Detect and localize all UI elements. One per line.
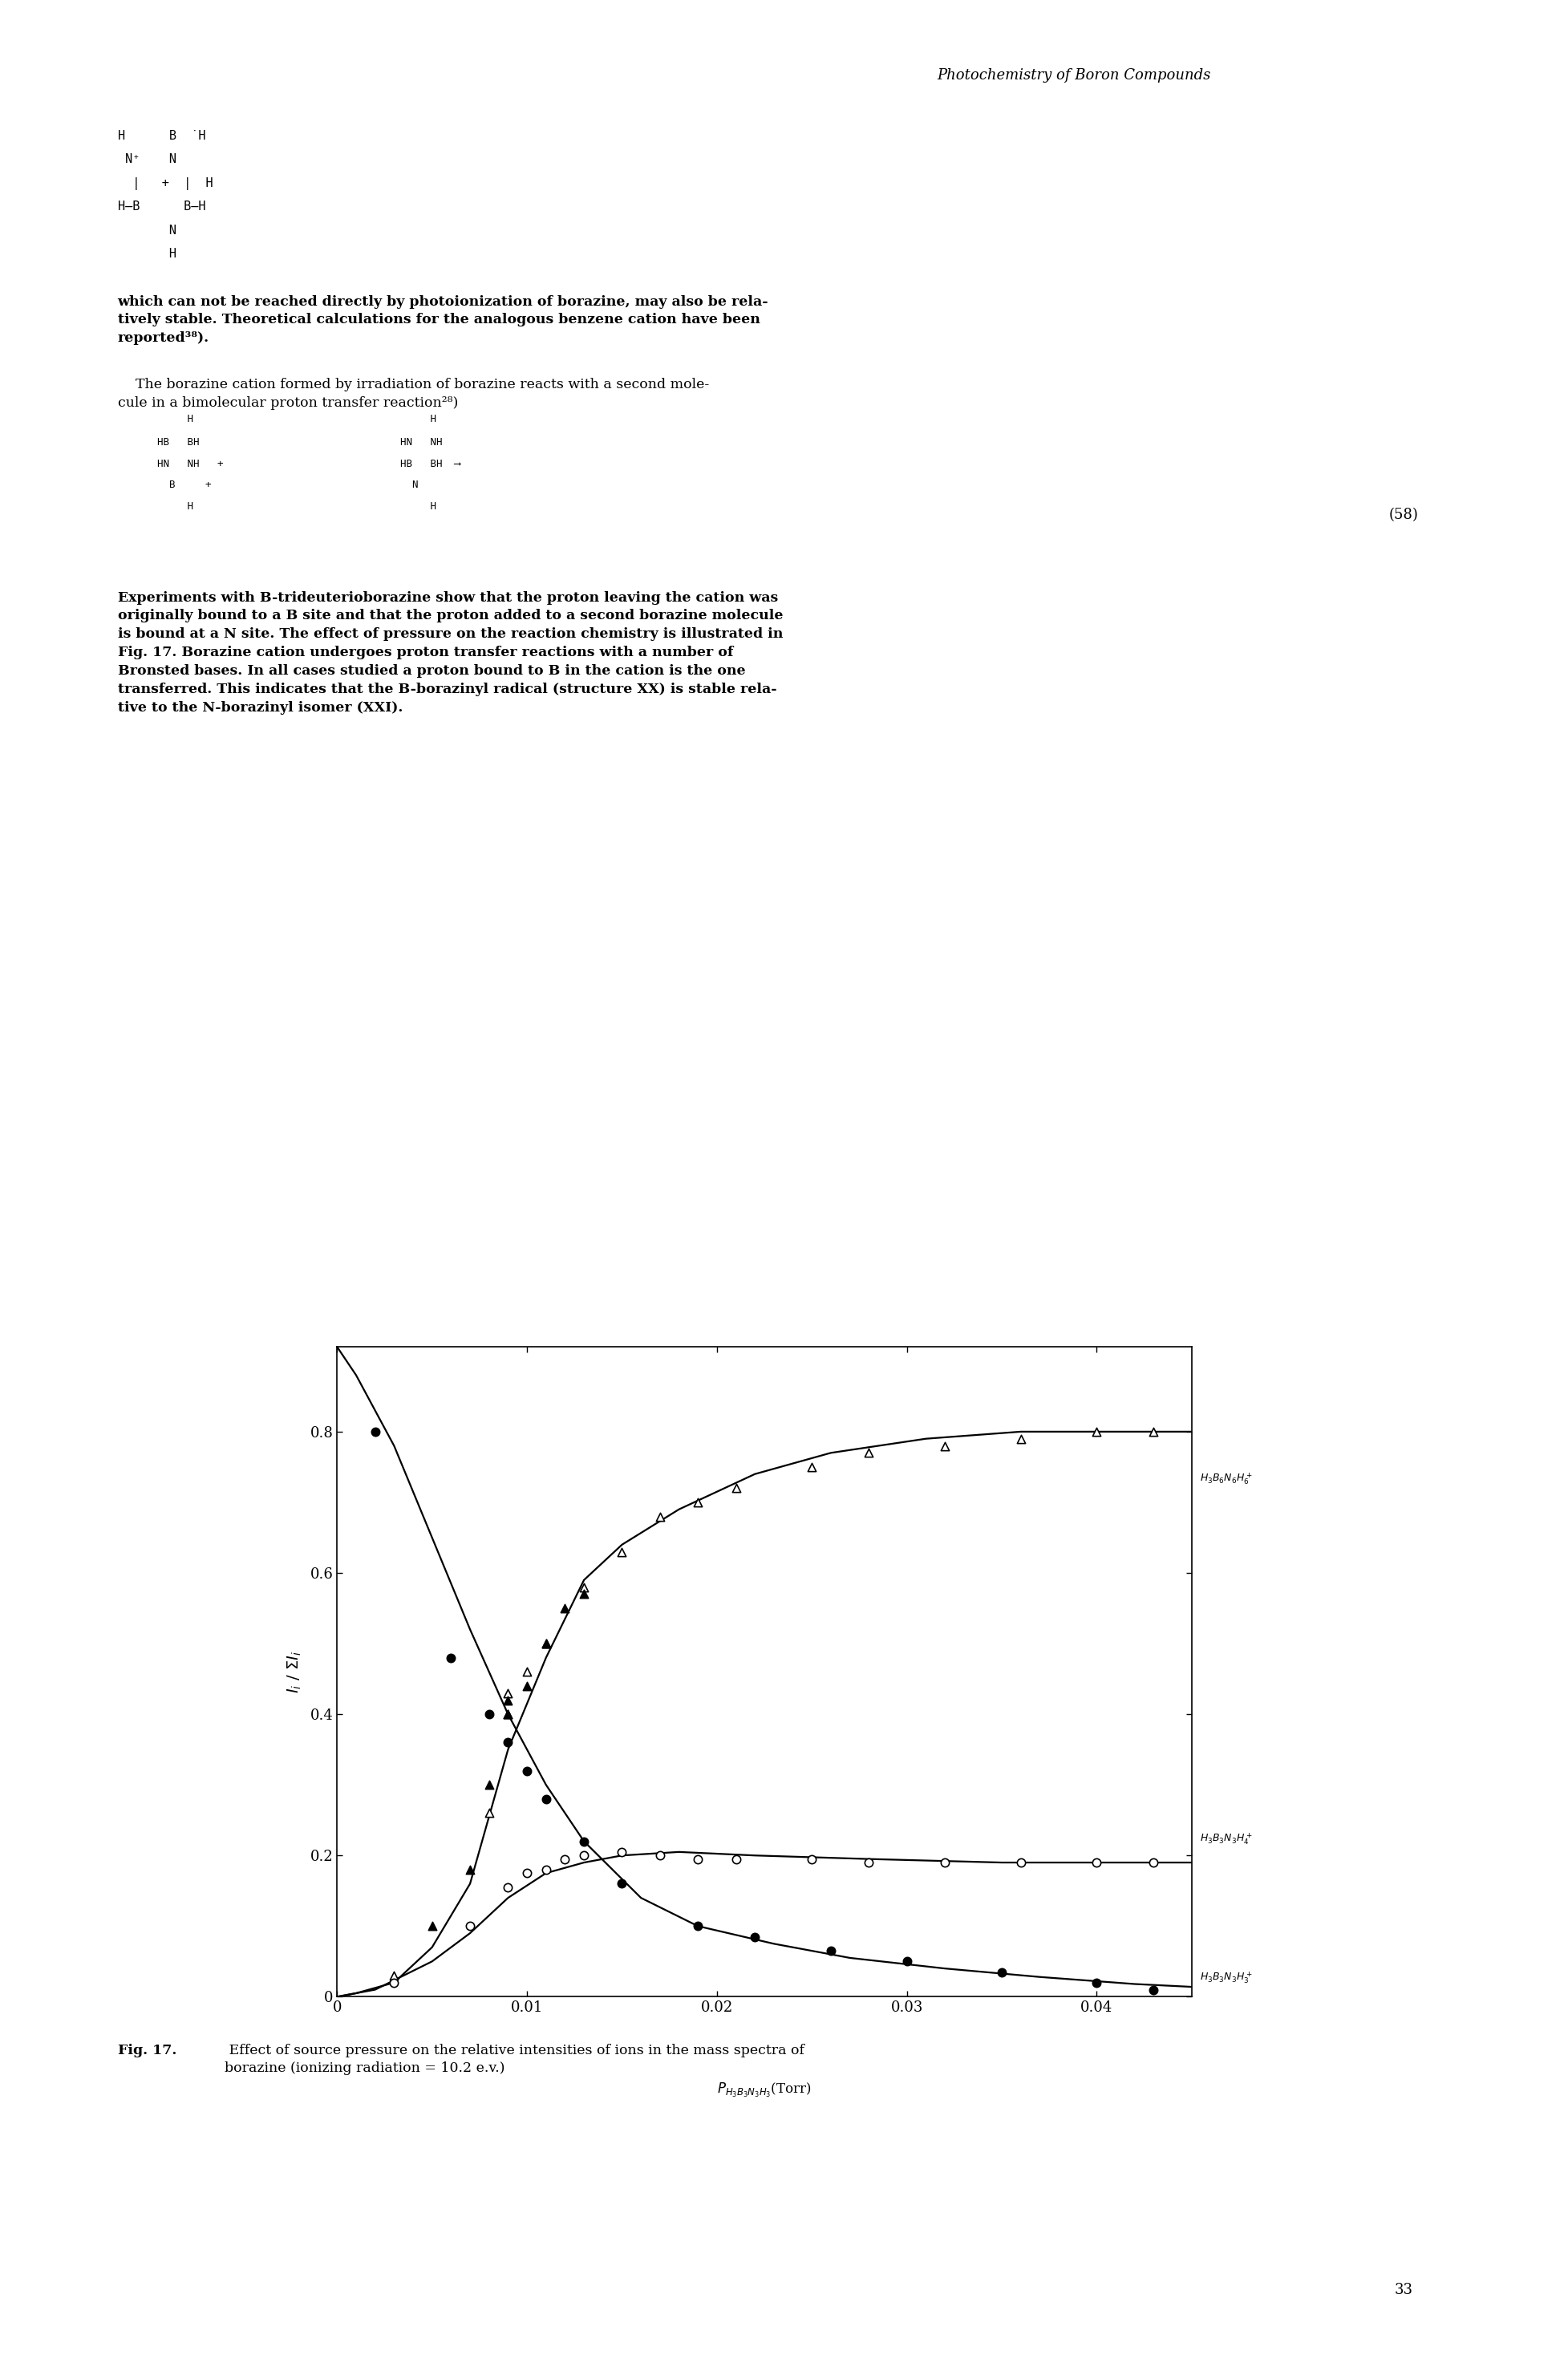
Text: H–B      B–H: H–B B–H: [118, 201, 205, 213]
Point: [477, 1694, 502, 1732]
Point: [495, 1680, 521, 1718]
Point: [610, 1864, 635, 1902]
Text: H: H: [400, 414, 436, 423]
Text: Fig. 17.: Fig. 17.: [118, 2044, 177, 2058]
Point: [723, 1841, 748, 1879]
Point: [1083, 1964, 1109, 2001]
Point: [533, 1626, 558, 1664]
Point: [610, 1534, 635, 1571]
Point: [458, 1850, 483, 1888]
Point: [495, 1694, 521, 1732]
Point: [495, 1694, 521, 1732]
Point: [800, 1841, 825, 1879]
Point: [514, 1855, 539, 1893]
Text: HN   NH: HN NH: [400, 437, 442, 447]
Text: H      B  ˙H: H B ˙H: [118, 130, 205, 142]
Point: [989, 1954, 1014, 1992]
Point: [552, 1590, 577, 1628]
Point: [571, 1836, 596, 1874]
Point: [800, 1449, 825, 1486]
Point: [933, 1427, 958, 1465]
Text: H: H: [118, 248, 176, 260]
Point: [648, 1836, 673, 1874]
Text: $H_3B_3N_3H_3^+$: $H_3B_3N_3H_3^+$: [1200, 1971, 1251, 1985]
Text: $H_3B_6N_6H_6^+$: $H_3B_6N_6H_6^+$: [1200, 1472, 1251, 1486]
Point: [648, 1498, 673, 1536]
Point: [362, 1413, 387, 1451]
Text: Effect of source pressure on the relative intensities of ions in the mass spectr: Effect of source pressure on the relativ…: [224, 2044, 804, 2075]
Point: [533, 1850, 558, 1888]
Point: [552, 1841, 577, 1879]
Point: [856, 1843, 881, 1881]
Text: HB   BH  ⟶: HB BH ⟶: [400, 458, 459, 468]
Point: [1083, 1413, 1109, 1451]
Point: [533, 1626, 558, 1664]
Text: N: N: [118, 224, 176, 236]
Point: [514, 1751, 539, 1789]
Point: [495, 1869, 521, 1907]
Point: [894, 1942, 919, 1980]
Point: [477, 1765, 502, 1803]
Point: [571, 1569, 596, 1607]
Text: (58): (58): [1389, 508, 1417, 522]
Text: Experiments with B-trideuterioborazine show that the proton leaving the cation w: Experiments with B-trideuterioborazine s…: [118, 591, 782, 714]
Point: [685, 1484, 710, 1522]
Text: Photochemistry of Boron Compounds: Photochemistry of Boron Compounds: [938, 69, 1210, 83]
Point: [533, 1779, 558, 1817]
Text: which can not be reached directly by photoionization of borazine, may also be re: which can not be reached directly by pho…: [118, 295, 768, 345]
Point: [1083, 1843, 1109, 1881]
Point: [477, 1794, 502, 1831]
Point: [571, 1822, 596, 1860]
Text: H: H: [157, 414, 193, 423]
Point: [1142, 1843, 1167, 1881]
Point: [856, 1434, 881, 1472]
Text: H: H: [157, 501, 193, 510]
Text: 33: 33: [1394, 2283, 1413, 2297]
Point: [571, 1576, 596, 1614]
Point: [1008, 1843, 1033, 1881]
Text: $P_{H_3B_3N_3H_3}$(Torr): $P_{H_3B_3N_3H_3}$(Torr): [717, 2082, 812, 2098]
Point: [420, 1907, 445, 1945]
Point: [1008, 1420, 1033, 1458]
Point: [685, 1841, 710, 1879]
Text: B     +: B +: [157, 480, 212, 489]
Point: [742, 1919, 767, 1957]
Text: |   +  |  H: | + | H: [118, 177, 213, 189]
Point: [1142, 1413, 1167, 1451]
Text: N: N: [400, 480, 419, 489]
Point: [933, 1843, 958, 1881]
Text: HB   BH: HB BH: [157, 437, 199, 447]
Point: [685, 1907, 710, 1945]
Point: [381, 1957, 406, 1994]
Point: [495, 1673, 521, 1711]
Point: [514, 1654, 539, 1692]
Point: [818, 1933, 844, 1971]
Point: [1142, 1971, 1167, 2009]
Point: [381, 1964, 406, 2001]
Point: [610, 1834, 635, 1871]
Text: $H_3B_3N_3H_4^+$: $H_3B_3N_3H_4^+$: [1200, 1831, 1251, 1846]
Point: [439, 1640, 464, 1678]
Point: [723, 1470, 748, 1508]
Text: The borazine cation formed by irradiation of borazine reacts with a second mole-: The borazine cation formed by irradiatio…: [118, 378, 709, 409]
Text: HN   NH   +: HN NH +: [157, 458, 223, 468]
Text: N⁺    N: N⁺ N: [118, 154, 176, 165]
Point: [495, 1723, 521, 1760]
Y-axis label: $I_i\ /\ \Sigma I_i$: $I_i\ /\ \Sigma I_i$: [287, 1649, 303, 1694]
Point: [514, 1666, 539, 1704]
Text: H: H: [400, 501, 436, 510]
Point: [458, 1907, 483, 1945]
